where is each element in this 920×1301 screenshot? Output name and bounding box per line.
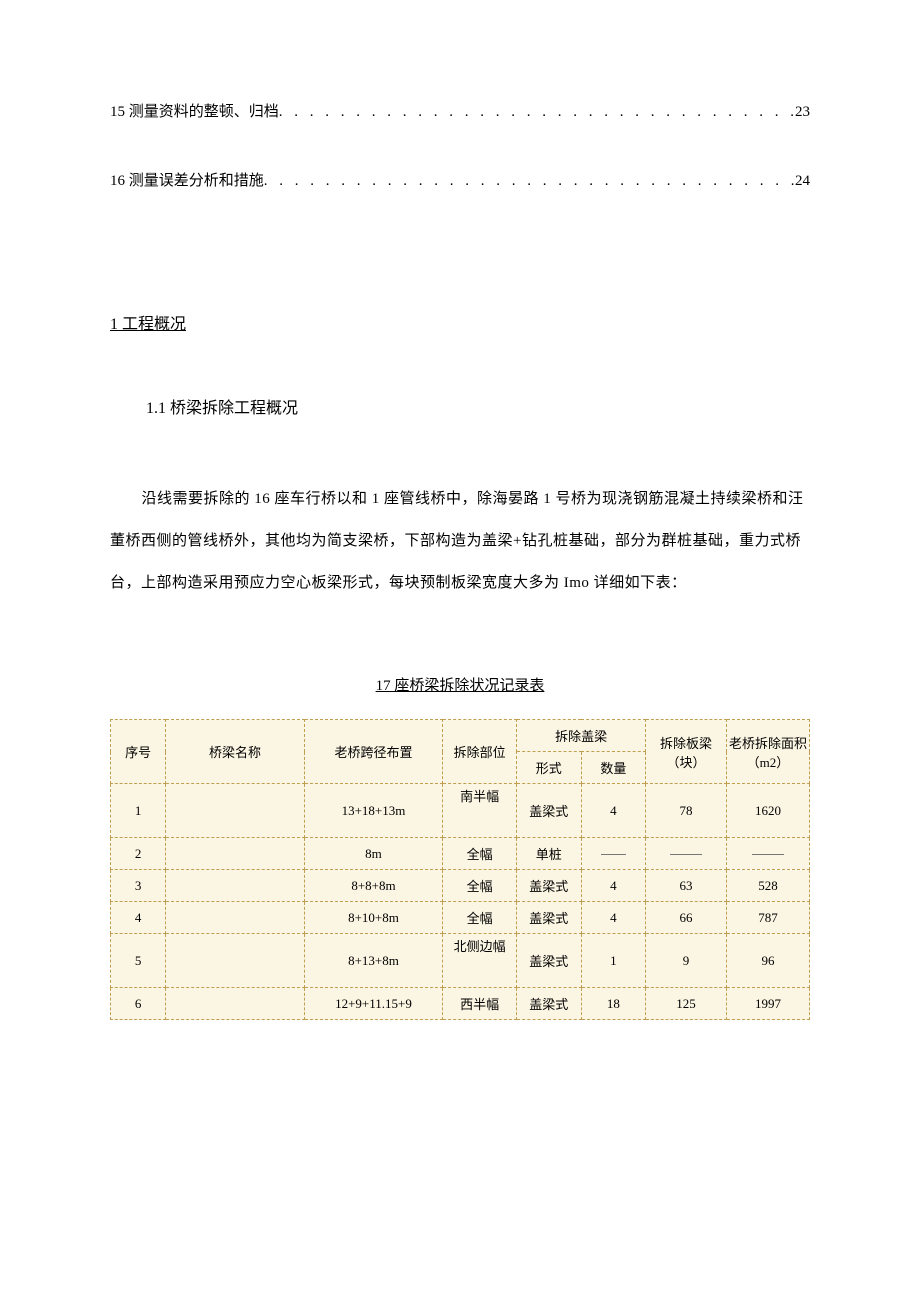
table-cell	[726, 838, 809, 870]
table-row: 48+10+8m全幅盖梁式466787	[111, 902, 810, 934]
table-row: 6 12+9+11.15+9西半幅盖梁式181251997	[111, 988, 810, 1020]
table-header-row: 序号 桥梁名称 老桥跨径布置 拆除部位 拆除盖梁 拆除板梁（块） 老桥拆除面积（…	[111, 720, 810, 752]
table-cell: 2	[111, 838, 166, 870]
table-cell: 1	[111, 784, 166, 838]
table-cell: 13+18+13m	[304, 784, 442, 838]
table-row: 3 8+8+8m全幅盖梁式463528	[111, 870, 810, 902]
th-cap: 拆除盖梁	[516, 720, 645, 752]
table-cell: 盖梁式	[516, 934, 581, 988]
th-slab: 拆除板梁（块）	[646, 720, 727, 784]
th-name: 桥梁名称	[166, 720, 304, 784]
table-cell: 787	[726, 902, 809, 934]
table-cell	[166, 870, 304, 902]
table-cell: 66	[646, 902, 727, 934]
table-cell: 8+10+8m	[304, 902, 442, 934]
table-cell: 南半幅	[443, 784, 517, 838]
table-cell	[166, 934, 304, 988]
toc-line: 16 测量误差分析和措施 . . . . . . . . . . . . . .…	[110, 169, 810, 190]
table-row: 2 8m全幅单桩	[111, 838, 810, 870]
table-cell: 78	[646, 784, 727, 838]
table-cell: 9	[646, 934, 727, 988]
table-cell	[166, 838, 304, 870]
table-cell: 盖梁式	[516, 870, 581, 902]
th-form: 形式	[516, 752, 581, 784]
table-cell	[166, 988, 304, 1020]
table-cell: 125	[646, 988, 727, 1020]
th-qty: 数量	[581, 752, 646, 784]
table-cell: 8m	[304, 838, 442, 870]
th-area: 老桥拆除面积（m2）	[726, 720, 809, 784]
table-cell: 1620	[726, 784, 809, 838]
table-cell	[166, 784, 304, 838]
table-cell: 北侧边幅	[443, 934, 517, 988]
table-row: 5 8+13+8m北侧边幅盖梁式1996	[111, 934, 810, 988]
toc-leader-dots: . . . . . . . . . . . . . . . . . . . . …	[264, 173, 795, 190]
table-cell: 63	[646, 870, 727, 902]
table-cell: 全幅	[443, 870, 517, 902]
table-cell: 盖梁式	[516, 988, 581, 1020]
toc-page: 24	[795, 173, 810, 190]
th-span: 老桥跨径布置	[304, 720, 442, 784]
table-cell: 3	[111, 870, 166, 902]
table-cell	[646, 838, 727, 870]
body-paragraph: 沿线需要拆除的 16 座车行桥以和 1 座管线桥中，除海晏路 1 号桥为现浇钢筋…	[110, 478, 810, 604]
table-cell: 4	[581, 870, 646, 902]
section-heading: 1 工程概况	[110, 310, 810, 334]
bridge-demolition-table: 序号 桥梁名称 老桥跨径布置 拆除部位 拆除盖梁 拆除板梁（块） 老桥拆除面积（…	[110, 719, 810, 1020]
table-cell: 5	[111, 934, 166, 988]
table-cell: 西半幅	[443, 988, 517, 1020]
table-cell: 全幅	[443, 902, 517, 934]
table-cell	[166, 902, 304, 934]
toc-leader-dots: . . . . . . . . . . . . . . . . . . . . …	[279, 104, 795, 121]
table-cell: 盖梁式	[516, 902, 581, 934]
toc-page: 23	[795, 104, 810, 121]
table-cell: 528	[726, 870, 809, 902]
table-cell: 6	[111, 988, 166, 1020]
table-cell: 全幅	[443, 838, 517, 870]
table-cell: 盖梁式	[516, 784, 581, 838]
table-cell: 单桩	[516, 838, 581, 870]
table-cell: 4	[581, 902, 646, 934]
th-seq: 序号	[111, 720, 166, 784]
table-cell: 1997	[726, 988, 809, 1020]
table-cell: 96	[726, 934, 809, 988]
table-cell: 8+8+8m	[304, 870, 442, 902]
subsection-heading: 1.1 桥梁拆除工程概况	[146, 394, 810, 418]
table-row: 1 13+18+13m南半幅盖梁式4781620	[111, 784, 810, 838]
toc-line: 15 测量资料的整顿、归档 . . . . . . . . . . . . . …	[110, 100, 810, 121]
table-cell: 12+9+11.15+9	[304, 988, 442, 1020]
table-title: 17 座桥梁拆除状况记录表	[110, 674, 810, 695]
table-cell: 1	[581, 934, 646, 988]
table-cell: 8+13+8m	[304, 934, 442, 988]
toc-label: 15 测量资料的整顿、归档	[110, 100, 279, 121]
table-cell: 4	[111, 902, 166, 934]
table-cell: 4	[581, 784, 646, 838]
th-part: 拆除部位	[443, 720, 517, 784]
table-cell	[581, 838, 646, 870]
table-cell: 18	[581, 988, 646, 1020]
toc-label: 16 测量误差分析和措施	[110, 169, 264, 190]
